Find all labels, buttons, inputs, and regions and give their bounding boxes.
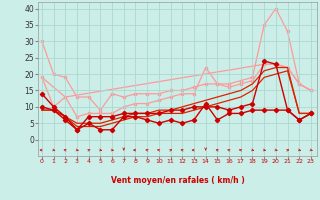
X-axis label: Vent moyen/en rafales ( km/h ): Vent moyen/en rafales ( km/h ) xyxy=(111,176,244,185)
